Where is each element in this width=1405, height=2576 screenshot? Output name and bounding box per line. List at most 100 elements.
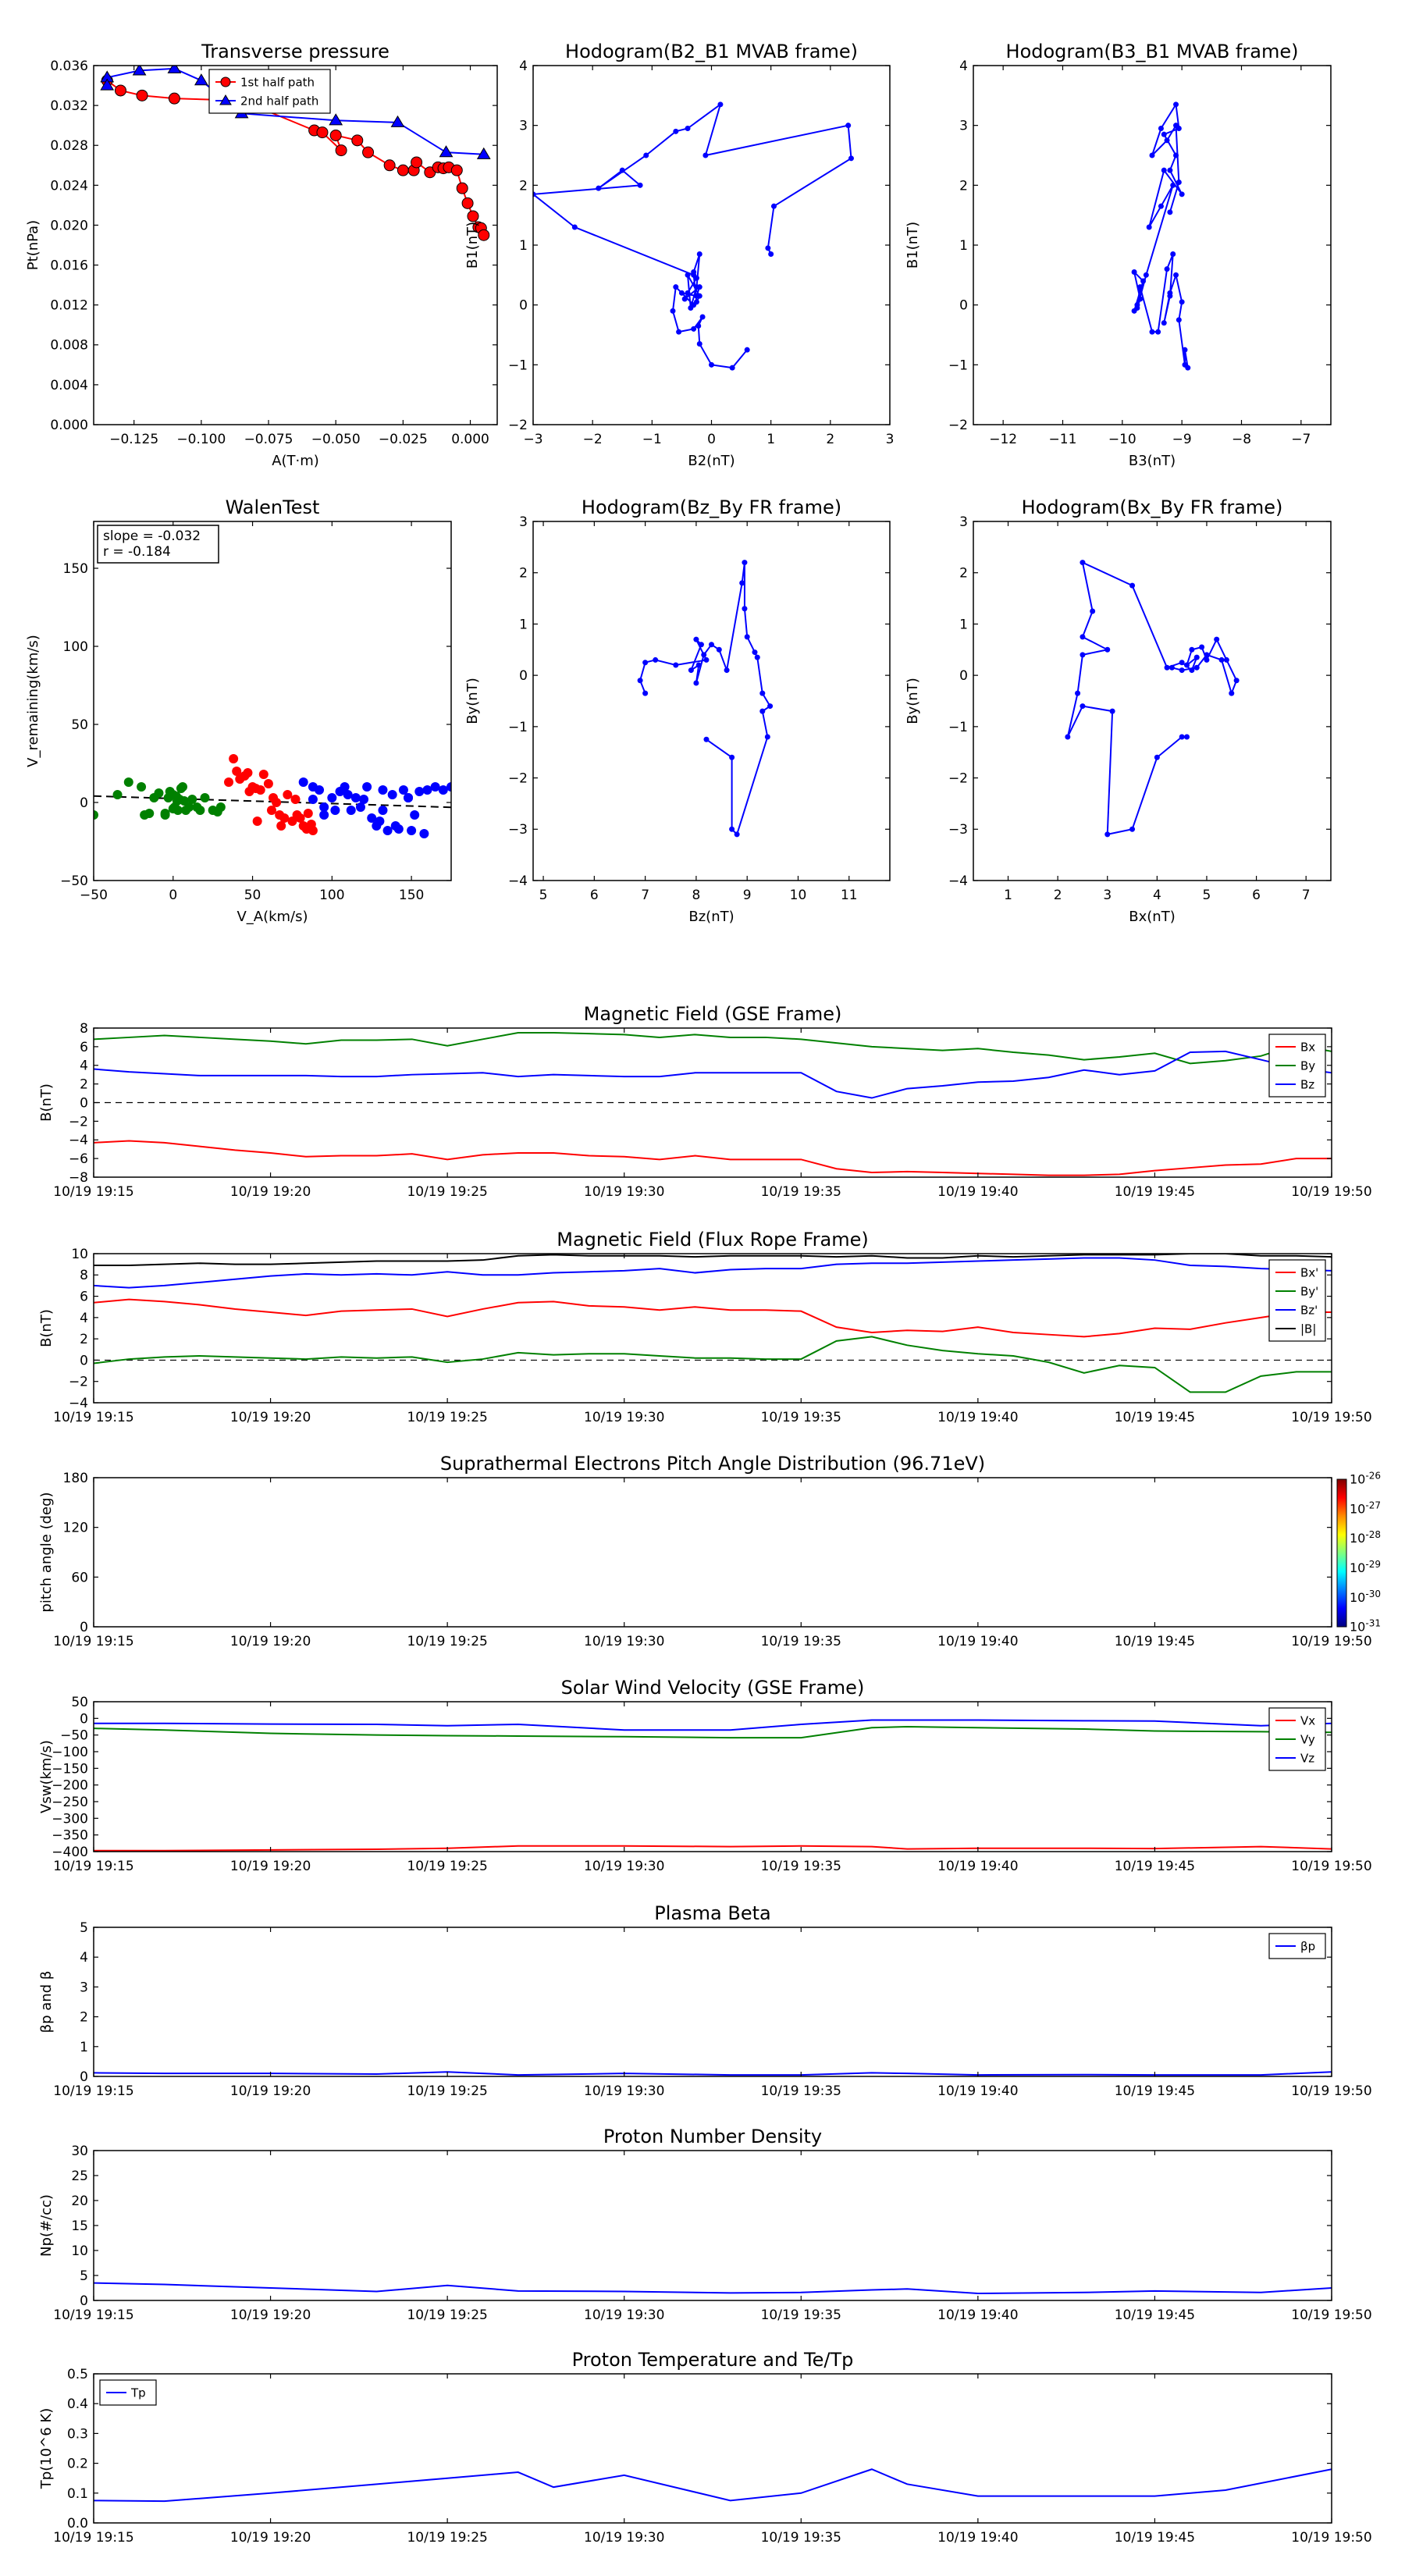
- colorbar-label: 10-27: [1350, 1500, 1381, 1516]
- data-point: [752, 649, 758, 656]
- plot-area: [94, 2282, 1332, 2295]
- y-tick-label: 1: [959, 238, 968, 254]
- y-tick-label: 6: [80, 1040, 88, 1055]
- x-tick-label: 2: [826, 432, 834, 447]
- x-tick-label: 7: [1302, 888, 1311, 903]
- data-point: [378, 806, 388, 815]
- data-point: [1179, 299, 1185, 305]
- series-line-βp: [94, 2071, 1332, 2076]
- series-line-0: [639, 562, 771, 836]
- data-point: [1167, 209, 1173, 215]
- x-tick-label: 10/19 19:20: [230, 1184, 311, 1200]
- plot-frame: [532, 521, 891, 881]
- x-tick-label: 9: [743, 888, 752, 903]
- data-point: [742, 606, 748, 612]
- data-point: [681, 296, 688, 302]
- chart-vsw: Solar Wind Velocity (GSE Frame) 10/19 19:…: [38, 1677, 1372, 1874]
- series-line-Vx: [94, 1845, 1332, 1852]
- y-tick-label: 1: [519, 238, 528, 254]
- data-point: [194, 73, 208, 86]
- y-tick-label: 0.008: [50, 338, 88, 354]
- series-line-By': [94, 1336, 1332, 1393]
- colorbar-base: 10: [1350, 1531, 1365, 1546]
- data-point: [362, 146, 375, 158]
- x-tick-label: 4: [1153, 888, 1161, 903]
- x-tick-label: 11: [841, 888, 858, 903]
- legend-label: 2nd half path: [240, 94, 318, 108]
- y-tick-label: −150: [52, 1761, 88, 1777]
- x-tick-label: 10/19 19:45: [1115, 2530, 1195, 2546]
- data-point: [845, 123, 852, 129]
- x-tick-label: −0.100: [176, 432, 226, 447]
- x-tick-label: 8: [692, 888, 701, 903]
- data-point: [351, 134, 364, 147]
- colorbar: [1336, 1478, 1347, 1628]
- x-tick-label: 10/19 19:50: [1291, 2083, 1371, 2099]
- x-tick-label: 100: [319, 888, 344, 903]
- data-point: [765, 245, 771, 251]
- data-point: [1179, 191, 1185, 197]
- data-point: [476, 147, 491, 159]
- x-tick-label: 10/19 19:35: [761, 1410, 841, 1425]
- data-point: [1131, 269, 1137, 275]
- data-point: [764, 734, 770, 740]
- y-axis-label: Tp(10^6 K): [38, 2408, 55, 2489]
- data-point: [693, 284, 699, 290]
- y-tick-label: −400: [52, 1845, 88, 1860]
- chart-title: Hodogram(Bz_By FR frame): [582, 496, 841, 518]
- x-tick-label: −10: [1108, 432, 1136, 447]
- x-tick-label: 10/19 19:30: [584, 2530, 664, 2546]
- y-tick-label: −4: [508, 873, 528, 889]
- data-point: [195, 806, 205, 815]
- legend-label: By: [1300, 1059, 1315, 1073]
- chart-beta: Plasma Beta 10/19 19:15 10/19 19:20 10/19 1…: [38, 1902, 1372, 2099]
- y-tick-label: −2: [69, 1375, 88, 1390]
- x-axis-label: Bx(nT): [1129, 909, 1175, 925]
- data-point: [1179, 667, 1185, 674]
- legend-marker: [219, 94, 232, 105]
- data-point: [696, 251, 702, 257]
- y-tick-label: −6: [69, 1151, 88, 1167]
- data-point: [319, 802, 329, 812]
- y-tick-label: −300: [52, 1811, 88, 1827]
- chart-h1: Hodogram(B2_B1 MVAB frame)−3 −2 −1 0 1 2 3−2−1…: [464, 41, 894, 469]
- y-tick-label: −1: [508, 358, 528, 373]
- y-tick-label: 2: [959, 566, 968, 582]
- x-tick-label: 10/19 19:25: [407, 2083, 487, 2099]
- x-tick-label: 10/19 19:50: [1291, 2530, 1371, 2546]
- data-point: [696, 341, 702, 347]
- x-tick-label: 10/19 19:25: [407, 2530, 487, 2546]
- data-point: [709, 642, 714, 648]
- x-tick-label: −3: [523, 432, 542, 447]
- data-point: [1155, 329, 1161, 335]
- data-point: [653, 656, 659, 663]
- y-axis-label: By(nT): [905, 678, 921, 724]
- data-point: [1173, 152, 1179, 158]
- x-tick-label: 10/19 19:35: [761, 2530, 841, 2546]
- x-tick-label: 10/19 19:25: [407, 1410, 487, 1425]
- y-tick-label: −4: [69, 1133, 88, 1148]
- x-tick-label: 10/19 19:40: [937, 2083, 1018, 2099]
- data-point: [685, 272, 691, 278]
- data-point: [698, 642, 704, 648]
- plot-area: [94, 754, 451, 838]
- y-tick-label: 1: [959, 617, 968, 632]
- y-axis-label: B1(nT): [464, 222, 481, 269]
- data-point: [160, 810, 170, 820]
- x-tick-label: 10/19 19:35: [761, 1859, 841, 1874]
- data-point: [1143, 272, 1149, 278]
- data-point: [414, 787, 425, 796]
- legend-label: Vz: [1300, 1751, 1314, 1765]
- plot-frame: [973, 521, 1332, 881]
- data-point: [1182, 361, 1188, 368]
- y-tick-label: 4: [959, 59, 968, 74]
- data-point: [136, 89, 148, 101]
- data-point: [768, 251, 774, 257]
- data-point: [703, 736, 710, 742]
- y-axis-label: B1(nT): [905, 222, 921, 269]
- x-tick-label: 10/19 19:30: [584, 2083, 664, 2099]
- data-point: [1104, 646, 1111, 653]
- data-point: [407, 826, 417, 835]
- data-point: [1223, 656, 1229, 663]
- data-point: [1173, 123, 1179, 129]
